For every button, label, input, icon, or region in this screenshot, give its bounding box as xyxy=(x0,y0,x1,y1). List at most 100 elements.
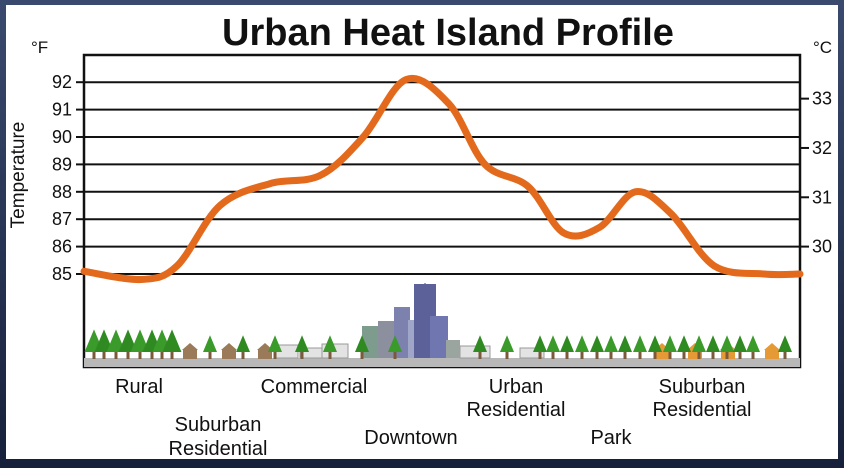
trees xyxy=(84,329,792,359)
chart-title: Urban Heat Island Profile xyxy=(222,12,674,54)
tree xyxy=(692,335,706,352)
tree-trunk xyxy=(273,349,277,359)
left-axis-ticks: 85 86 87 88 89 90 91 92 xyxy=(52,72,84,284)
tree xyxy=(720,335,734,352)
house xyxy=(765,350,779,359)
tree-trunk xyxy=(505,349,509,359)
tree-trunk xyxy=(150,349,154,359)
house xyxy=(183,350,197,359)
tree-trunk xyxy=(623,349,627,359)
downtown-buildings xyxy=(362,283,460,358)
tree-trunk xyxy=(738,349,742,359)
tree xyxy=(203,335,217,352)
tree xyxy=(355,335,369,352)
house xyxy=(258,350,272,359)
tree-trunk xyxy=(538,349,542,359)
right-tick-label: 31 xyxy=(812,187,832,207)
svg-text:Residential: Residential xyxy=(653,399,752,421)
tree-trunk xyxy=(300,349,304,359)
tree-trunk xyxy=(160,349,164,359)
tree xyxy=(778,335,792,352)
house xyxy=(222,350,236,359)
gridlines xyxy=(84,81,800,275)
tree xyxy=(473,335,487,352)
tree xyxy=(604,335,618,352)
tree xyxy=(533,335,547,352)
tree-trunk xyxy=(138,349,142,359)
tree xyxy=(746,335,760,352)
tree-trunk xyxy=(92,349,96,359)
tree-trunk xyxy=(595,349,599,359)
tree-trunk xyxy=(114,349,118,359)
tree xyxy=(323,335,337,352)
tree xyxy=(560,335,574,352)
tree xyxy=(633,335,647,352)
tree xyxy=(162,329,182,352)
houses xyxy=(182,343,780,359)
tree-trunk xyxy=(393,349,397,359)
low-building xyxy=(519,347,545,359)
left-tick-label: 86 xyxy=(52,237,72,257)
tree xyxy=(733,335,747,352)
tree-trunk xyxy=(682,349,686,359)
tower-top xyxy=(414,283,436,292)
house xyxy=(688,350,702,359)
zone-label-downtown: Downtown xyxy=(364,427,457,449)
tree-trunk xyxy=(653,349,657,359)
tree-trunk xyxy=(208,349,212,359)
tree-trunk xyxy=(551,349,555,359)
tree-trunk xyxy=(478,349,482,359)
house-roof xyxy=(221,343,237,350)
tree-trunk xyxy=(697,349,701,359)
svg-text:Urban: Urban xyxy=(489,376,543,398)
tree-trunk xyxy=(102,349,106,359)
house-roof xyxy=(182,343,198,350)
tree-trunk xyxy=(126,349,130,359)
zone-label-urban-residential: Urban Residential xyxy=(467,376,566,421)
svg-text:Residential: Residential xyxy=(467,399,566,421)
tree-trunk xyxy=(783,349,787,359)
svg-text:Residential: Residential xyxy=(169,438,268,460)
zone-label-commercial: Commercial xyxy=(261,376,368,398)
tree-trunk xyxy=(751,349,755,359)
zone-label-rural: Rural xyxy=(115,376,163,398)
downtown-building xyxy=(446,340,460,358)
left-tick-label: 85 xyxy=(52,264,72,284)
tree xyxy=(94,329,114,352)
right-tick-label: 32 xyxy=(812,138,832,158)
tree xyxy=(706,335,720,352)
tree-trunk xyxy=(668,349,672,359)
tree-trunk xyxy=(328,349,332,359)
left-unit-label: °F xyxy=(31,38,48,57)
zone-label-suburban-residential-right: Suburban Residential xyxy=(653,376,752,421)
tree xyxy=(130,329,150,352)
left-tick-label: 87 xyxy=(52,209,72,229)
house xyxy=(655,350,669,359)
tree xyxy=(295,335,309,352)
tree-trunk xyxy=(580,349,584,359)
tree-trunk xyxy=(725,349,729,359)
tree xyxy=(677,335,691,352)
tree xyxy=(648,335,662,352)
tree xyxy=(575,335,589,352)
ground-strip xyxy=(84,358,800,367)
tree-trunk xyxy=(711,349,715,359)
tree xyxy=(500,335,514,352)
y-axis-label: Temperature xyxy=(8,122,29,229)
tree xyxy=(663,335,677,352)
tree-trunk xyxy=(565,349,569,359)
tree xyxy=(236,335,250,352)
right-axis-ticks: 30 31 32 33 xyxy=(800,89,832,257)
tree-trunk xyxy=(609,349,613,359)
left-tick-label: 92 xyxy=(52,72,72,92)
left-tick-label: 91 xyxy=(52,100,72,120)
right-tick-label: 33 xyxy=(812,89,832,109)
tree xyxy=(268,335,282,352)
tree xyxy=(118,329,138,352)
zone-label-park: Park xyxy=(590,427,632,449)
right-unit-label: °C xyxy=(813,38,832,57)
tree xyxy=(618,335,632,352)
temperature-curve xyxy=(80,74,804,284)
svg-text:Suburban: Suburban xyxy=(659,376,746,398)
